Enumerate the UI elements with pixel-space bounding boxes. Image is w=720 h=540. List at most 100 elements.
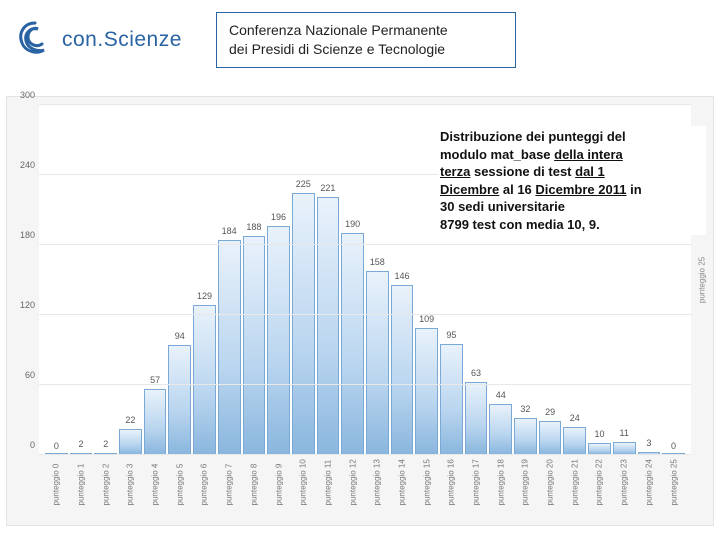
x-label: punteggio 21 — [563, 459, 586, 525]
desc-l4d: in — [626, 182, 641, 197]
x-label: punteggio 24 — [638, 459, 661, 525]
bar — [465, 382, 488, 456]
bar-slot: 188 — [243, 105, 266, 455]
desc-l4b: al 16 — [499, 182, 535, 197]
bar-value-label: 3 — [646, 438, 651, 448]
bar-value-label: 29 — [545, 407, 555, 417]
bar — [267, 226, 290, 455]
bar — [292, 193, 315, 456]
x-label: punteggio 5 — [168, 459, 191, 525]
desc-l3c: dal 1 — [575, 164, 605, 179]
x-label: punteggio 15 — [415, 459, 438, 525]
bar-value-label: 188 — [246, 222, 261, 232]
x-label-text: punteggio 2 — [101, 464, 110, 506]
bar-value-label: 57 — [150, 375, 160, 385]
bar-slot: 2 — [94, 105, 117, 455]
desc-l2b: della intera — [554, 147, 623, 162]
x-label: punteggio 17 — [465, 459, 488, 525]
x-label-text: punteggio 16 — [447, 459, 456, 505]
x-label: punteggio 6 — [193, 459, 216, 525]
y-tick: 0 — [30, 440, 35, 450]
x-label: punteggio 14 — [391, 459, 414, 525]
grid-line — [39, 384, 691, 385]
x-label: punteggio 7 — [218, 459, 241, 525]
title-line-1: Conferenza Nazionale Permanente — [229, 21, 503, 40]
bar-value-label: 196 — [271, 212, 286, 222]
y-axis: 060120180240300 — [7, 105, 39, 455]
bar-value-label: 129 — [197, 291, 212, 301]
x-label-text: punteggio 1 — [77, 464, 86, 506]
logo-text: con.Scienze — [62, 28, 182, 52]
x-label: punteggio 9 — [267, 459, 290, 525]
desc-l2a: modulo mat_base — [440, 147, 554, 162]
bar — [341, 233, 364, 455]
bar-value-label: 225 — [296, 179, 311, 189]
y-tick: 120 — [20, 300, 35, 310]
x-label-text: punteggio 0 — [52, 464, 61, 506]
bar-value-label: 146 — [394, 271, 409, 281]
desc-l4a: Dicembre — [440, 182, 499, 197]
x-label-text: punteggio 23 — [620, 459, 629, 505]
desc-l3b: sessione di test — [470, 164, 575, 179]
x-label: punteggio 2 — [94, 459, 117, 525]
header: con.Scienze Conferenza Nazionale Permane… — [6, 6, 714, 74]
logo-swirl-icon — [14, 19, 56, 61]
bar-value-label: 63 — [471, 368, 481, 378]
bar-value-label: 95 — [446, 330, 456, 340]
bar-value-label: 24 — [570, 413, 580, 423]
x-label-text: punteggio 21 — [570, 459, 579, 505]
x-label-text: punteggio 11 — [323, 460, 332, 506]
bar-value-label: 2 — [79, 439, 84, 449]
desc-l1: Distribuzione dei punteggi del — [440, 129, 626, 144]
bar-value-label: 2 — [103, 439, 108, 449]
bar-slot: 57 — [144, 105, 167, 455]
x-label-text: punteggio 14 — [397, 459, 406, 505]
bar-slot: 129 — [193, 105, 216, 455]
x-label-text: punteggio 15 — [422, 459, 431, 505]
x-label-text: punteggio 19 — [521, 459, 530, 505]
bar — [168, 345, 191, 455]
x-label-text: punteggio 9 — [274, 464, 283, 506]
x-label: punteggio 3 — [119, 459, 142, 525]
x-label-text: punteggio 4 — [151, 464, 160, 506]
x-label-text: punteggio 22 — [595, 459, 604, 505]
bar-slot: 94 — [168, 105, 191, 455]
x-label: punteggio 0 — [45, 459, 68, 525]
bar — [514, 418, 537, 455]
y-tick: 300 — [20, 90, 35, 100]
bar-slot: 146 — [391, 105, 414, 455]
bar-slot: 196 — [267, 105, 290, 455]
x-label: punteggio 4 — [144, 459, 167, 525]
x-label-text: punteggio 10 — [299, 459, 308, 505]
x-label-text: punteggio 18 — [496, 459, 505, 505]
bar-slot: 0 — [45, 105, 68, 455]
x-label: punteggio 18 — [489, 459, 512, 525]
logo: con.Scienze — [6, 10, 216, 70]
bar-value-label: 11 — [619, 428, 628, 438]
x-label: punteggio 19 — [514, 459, 537, 525]
x-label-text: punteggio 25 — [669, 459, 678, 505]
bar — [193, 305, 216, 456]
x-label-text: punteggio 13 — [373, 459, 382, 505]
x-label-text: punteggio 7 — [225, 464, 234, 506]
bar-value-label: 221 — [320, 183, 335, 193]
x-label-text: punteggio 5 — [175, 464, 184, 506]
x-label: punteggio 16 — [440, 459, 463, 525]
bar-slot: 158 — [366, 105, 389, 455]
bar — [415, 328, 438, 455]
bar — [119, 429, 142, 455]
x-label: punteggio 12 — [341, 459, 364, 525]
title-box: Conferenza Nazionale Permanente dei Pres… — [216, 12, 516, 68]
bar — [317, 197, 340, 455]
x-label-text: punteggio 24 — [644, 459, 653, 505]
grid-line — [39, 104, 691, 105]
bar — [144, 389, 167, 456]
bar — [563, 427, 586, 455]
bar-value-label: 109 — [419, 314, 434, 324]
bar-value-label: 32 — [520, 404, 530, 414]
y-tick: 240 — [20, 160, 35, 170]
x-label: punteggio 20 — [539, 459, 562, 525]
grid-line — [39, 244, 691, 245]
bar-value-label: 184 — [222, 226, 237, 236]
y-tick: 180 — [20, 230, 35, 240]
